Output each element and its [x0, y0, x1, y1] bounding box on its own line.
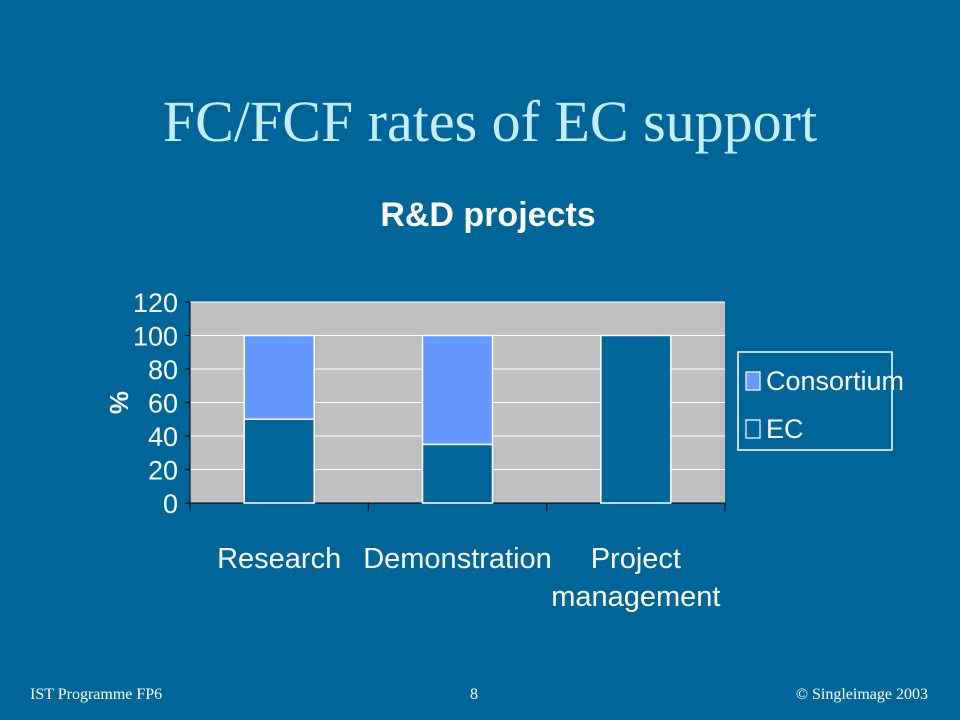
legend-swatch-ec [745, 419, 761, 439]
bar-consortium-0 [243, 334, 315, 420]
bar-ec-1 [421, 443, 494, 504]
x-category-label: Project [591, 543, 681, 575]
y-tick-label: 100 [133, 322, 178, 352]
bar-ec-2 [600, 334, 672, 504]
y-tick-label: 120 [133, 288, 178, 318]
x-category-label: Demonstration [363, 543, 552, 575]
chart-title: R&D projects [380, 196, 595, 234]
bar-consortium-1 [421, 334, 494, 446]
y-tick-label: 80 [148, 355, 178, 385]
bar-ec-0 [243, 418, 315, 504]
y-tick-label: 40 [148, 422, 178, 452]
x-category-label: Research [217, 543, 341, 575]
x-category-label: management [551, 581, 720, 613]
footer-copyright: © Singleimage 2003 [795, 686, 928, 703]
legend-box [737, 351, 893, 451]
y-tick-label: 20 [148, 456, 178, 486]
slide-title: FC/FCF rates of EC support [162, 89, 818, 154]
y-tick-label: 60 [148, 389, 178, 419]
legend-label-consortium: Consortium [766, 366, 904, 396]
y-tick-label: 0 [163, 489, 178, 519]
y-axis-label: % [104, 391, 134, 414]
legend-swatch-consortium [745, 371, 761, 391]
footer-program: IST Programme FP6 [30, 686, 163, 703]
legend-label-ec: EC [766, 414, 804, 444]
footer-page-number: 8 [470, 686, 478, 703]
